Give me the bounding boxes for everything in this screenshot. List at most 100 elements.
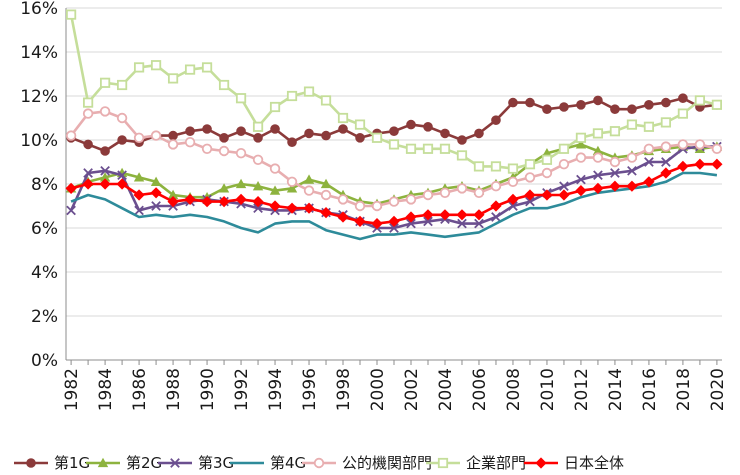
data-point [559,181,569,192]
legend-item: 第3G [158,454,234,472]
y-tick-label: 10% [20,131,58,151]
legend-label: 第4G [270,454,306,472]
data-point [99,178,111,190]
data-point [711,99,723,110]
data-point [270,124,280,134]
data-point [405,194,417,205]
x-tick-label: 2014 [606,368,626,411]
data-point [575,132,587,143]
series-1 [66,93,722,156]
data-point [100,146,110,156]
data-point [253,203,263,214]
data-point [575,152,587,163]
data-point [559,102,569,112]
y-tick-label: 4% [31,263,58,283]
data-point [65,182,77,194]
data-point [609,126,621,137]
legend-item: 第1G [14,454,90,472]
data-point [592,152,604,163]
data-point [269,101,281,113]
data-point [218,79,230,91]
x-tick-label: 2010 [538,368,558,411]
x-tick-label: 1988 [164,368,184,411]
legend-label: 第1G [54,454,90,472]
data-point [150,130,162,141]
data-point [507,176,519,188]
data-point [354,119,366,130]
series-7 [65,158,723,230]
data-point [26,458,36,468]
data-point [575,185,587,197]
data-point [304,128,314,139]
data-point [320,207,332,219]
data-point [558,143,570,154]
data-point [338,124,348,134]
data-point [269,163,281,174]
y-tick-label: 14% [20,43,58,63]
data-point [644,157,654,167]
data-point [371,218,383,230]
series-line [70,171,718,241]
data-point [83,168,93,178]
data-point [337,112,349,124]
x-tick-label: 1984 [96,368,116,411]
data-point [82,97,94,108]
data-point [134,205,144,216]
data-point [99,172,111,182]
x-tick-label: 2008 [504,368,524,411]
x-tick-label: 1990 [198,368,218,411]
data-point [643,143,655,155]
data-point [457,135,467,145]
data-point [507,193,519,205]
data-point [65,9,77,20]
data-point [66,205,76,216]
data-point [507,163,519,174]
x-tick-label: 1994 [266,368,286,411]
data-point [593,170,603,181]
data-point [627,104,637,114]
data-point [422,189,434,201]
data-point [99,106,111,117]
data-point [235,93,247,104]
data-point [558,158,570,170]
data-point [490,161,502,172]
data-point [473,161,485,172]
data-point [524,189,536,201]
data-point [490,200,502,212]
data-point [170,458,180,468]
y-tick-label: 2% [31,307,58,327]
data-point [337,194,349,205]
data-point [235,193,247,205]
data-point [303,174,315,184]
data-point [490,180,502,192]
x-tick-label: 1996 [300,368,320,411]
data-point [320,95,332,106]
data-point [644,100,654,110]
data-point [320,189,332,201]
data-point [252,181,264,191]
data-point [610,104,620,114]
x-tick-label: 1986 [130,368,150,411]
legend-label: 第3G [198,454,234,472]
data-point [406,119,416,130]
x-tick-label: 2012 [572,368,592,411]
data-point [150,176,162,186]
data-point [167,189,179,200]
data-point [694,158,706,170]
data-point [303,185,315,196]
data-point [643,121,655,132]
data-point [117,170,127,181]
data-point [660,117,672,128]
data-point [661,97,671,108]
data-point [626,180,638,192]
data-point [354,215,366,227]
data-point [201,196,213,208]
data-point [184,193,196,205]
data-point [303,202,315,214]
data-point [201,143,213,155]
legend-label: 公的機関部門 [342,454,432,472]
data-point [406,218,416,229]
data-point [218,196,230,208]
data-point [524,172,536,183]
